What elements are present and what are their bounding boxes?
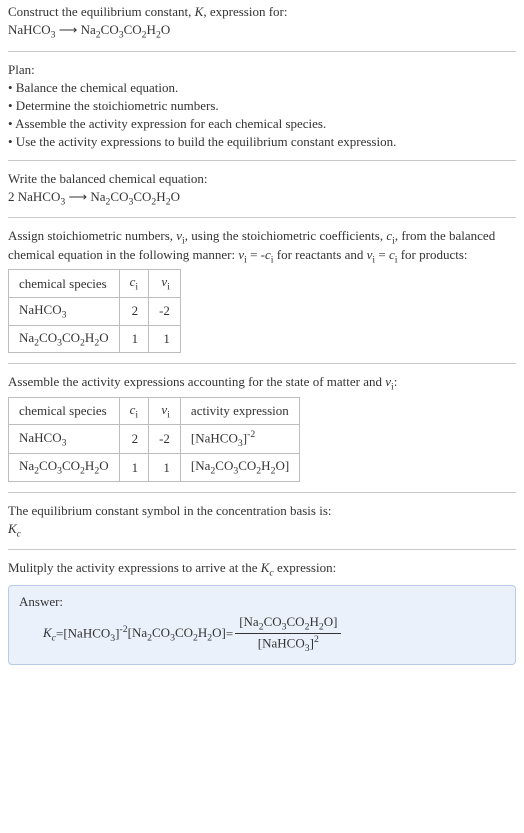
separator — [8, 217, 516, 218]
t1-r1c3: -2 — [149, 297, 181, 325]
intro-equation: NaHCO3 ⟶ Na2CO3CO2H2O — [8, 22, 516, 41]
kc-symbol: Kc — [43, 625, 56, 644]
t1-h3: νi — [149, 270, 181, 298]
symbol-line1: The equilibrium constant symbol in the c… — [8, 503, 516, 519]
symbol-block: The equilibrium constant symbol in the c… — [8, 503, 516, 540]
t2-h3: νi — [149, 397, 181, 425]
assign-text: Assign stoichiometric numbers, νi, using… — [8, 228, 516, 265]
stoich-table: chemical species ci νi NaHCO3 2 -2 Na2CO… — [8, 269, 181, 353]
balanced-title: Write the balanced chemical equation: — [8, 171, 516, 187]
t2-h2: ci — [119, 397, 149, 425]
intro-text: Construct the equilibrium constant, K, e… — [8, 4, 287, 19]
t2-r2c3: 1 — [149, 454, 181, 482]
intro-block: Construct the equilibrium constant, K, e… — [8, 4, 516, 41]
answer-part1: [NaHCO3]-2 — [63, 624, 127, 644]
plan-item-2: • Determine the stoichiometric numbers. — [8, 98, 516, 114]
t2-r1c3: -2 — [149, 425, 181, 454]
t1-r2c2: 1 — [119, 325, 149, 353]
balanced-block: Write the balanced chemical equation: 2 … — [8, 171, 516, 208]
assign-block: Assign stoichiometric numbers, νi, using… — [8, 228, 516, 353]
t2-r2c2: 1 — [119, 454, 149, 482]
separator — [8, 51, 516, 52]
t2-r1c2: 2 — [119, 425, 149, 454]
symbol-kc: Kc — [8, 521, 516, 540]
intro-line1: Construct the equilibrium constant, K, e… — [8, 4, 516, 20]
plan-item-4: • Use the activity expressions to build … — [8, 134, 516, 150]
arrow: ⟶ — [55, 22, 80, 37]
t2-r2c1: Na2CO3CO2H2O — [9, 454, 120, 482]
plan-item-1: • Balance the chemical equation. — [8, 80, 516, 96]
plan-title: Plan: — [8, 62, 516, 78]
t1-r1c2: 2 — [119, 297, 149, 325]
multiply-block: Mulitply the activity expressions to arr… — [8, 560, 516, 579]
assemble-block: Assemble the activity expressions accoun… — [8, 374, 516, 482]
assemble-text: Assemble the activity expressions accoun… — [8, 374, 516, 393]
t1-r1c1: NaHCO3 — [9, 297, 120, 325]
activity-table: chemical species ci νi activity expressi… — [8, 397, 300, 482]
separator — [8, 492, 516, 493]
t2-r1c1: NaHCO3 — [9, 425, 120, 454]
answer-label: Answer: — [19, 594, 505, 610]
multiply-text: Mulitply the activity expressions to arr… — [8, 560, 516, 579]
separator — [8, 160, 516, 161]
t2-r1c4: [NaHCO3]-2 — [180, 425, 299, 454]
separator — [8, 363, 516, 364]
t2-h4: activity expression — [180, 397, 299, 425]
balanced-equation: 2 NaHCO3 ⟶ Na2CO3CO2H2O — [8, 189, 516, 208]
eq-rhs-1: Na — [81, 22, 96, 37]
frac-numerator: [Na2CO3CO2H2O] — [235, 614, 341, 634]
t1-r2c3: 1 — [149, 325, 181, 353]
frac-denominator: [NaHCO3]2 — [235, 634, 341, 654]
answer-part2: [Na2CO3CO2H2O] — [128, 625, 226, 644]
t2-h1: chemical species — [9, 397, 120, 425]
answer-fraction: [Na2CO3CO2H2O] [NaHCO3]2 — [235, 614, 341, 654]
plan-block: Plan: • Balance the chemical equation. •… — [8, 62, 516, 150]
separator — [8, 549, 516, 550]
eq-lhs: NaHCO — [8, 22, 51, 37]
answer-equation: Kc = [NaHCO3]-2 [Na2CO3CO2H2O] = [Na2CO3… — [19, 614, 505, 654]
t1-h2: ci — [119, 270, 149, 298]
t2-r2c4: [Na2CO3CO2H2O] — [180, 454, 299, 482]
answer-box: Answer: Kc = [NaHCO3]-2 [Na2CO3CO2H2O] =… — [8, 585, 516, 665]
plan-item-3: • Assemble the activity expression for e… — [8, 116, 516, 132]
t1-h1: chemical species — [9, 270, 120, 298]
t1-r2c1: Na2CO3CO2H2O — [9, 325, 120, 353]
